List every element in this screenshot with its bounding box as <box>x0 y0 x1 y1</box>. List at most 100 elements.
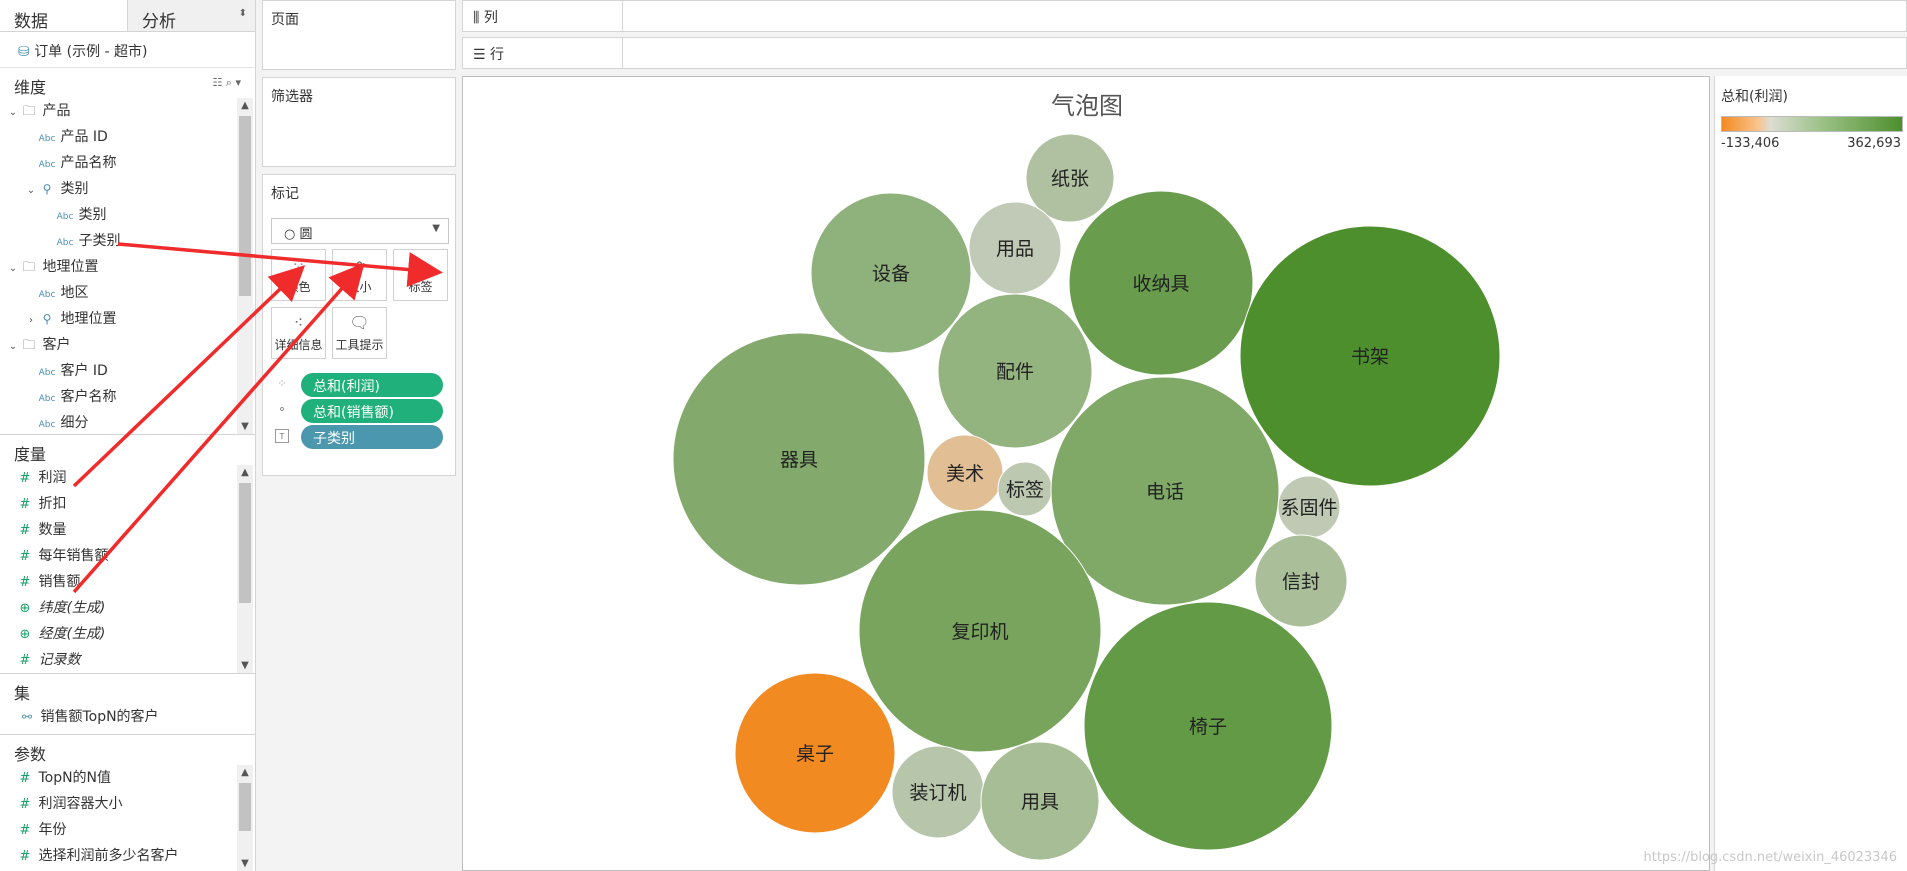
chevron-down-icon[interactable]: ⌄ <box>8 341 18 352</box>
chart-view[interactable]: 气泡图 纸张 用品 设备 收纳具 书架 配件 器具 美术 标签 电话 系固件 信封 复印机 椅子 桌子 装订机… <box>462 76 1710 871</box>
bubble[interactable]: 复印机 <box>858 509 1102 753</box>
scroll-thumb[interactable] <box>239 116 251 296</box>
bubble[interactable]: 配件 <box>937 293 1093 449</box>
dimension-item[interactable]: › ⚲ 地理位置 <box>0 306 255 332</box>
bubble-circle[interactable] <box>937 293 1093 449</box>
chevron-down-icon[interactable]: ⌄ <box>8 263 18 274</box>
tab-data[interactable]: 数据 <box>0 0 127 32</box>
tooltip-button[interactable]: 🗨 工具提示 <box>332 307 387 359</box>
chevron-right-icon[interactable]: › <box>29 315 33 326</box>
dimension-item[interactable]: Abc 细分 <box>0 410 255 434</box>
bubble-circle[interactable] <box>1083 601 1333 851</box>
bubble[interactable]: 标签 <box>997 461 1053 517</box>
measure-item[interactable]: # 销售额 <box>0 569 255 595</box>
filters-title: 筛选器 <box>271 89 313 105</box>
number-icon: # <box>19 523 31 538</box>
pill-sum-profit[interactable]: 总和(利润) <box>301 373 443 397</box>
dimensions-header: 维度 ☷ ⌕ ▾ <box>0 68 255 98</box>
bubble[interactable]: 设备 <box>810 192 972 354</box>
scroll-up-icon[interactable]: ▲ <box>241 100 249 111</box>
bubble-circle[interactable] <box>1050 376 1280 606</box>
bubble[interactable]: 用具 <box>980 741 1100 861</box>
scroll-up-icon[interactable]: ▲ <box>241 467 249 478</box>
columns-shelf[interactable]: ⫼ 列 <box>462 0 1907 32</box>
scroll-down-icon[interactable]: ▼ <box>241 421 249 432</box>
pages-shelf[interactable]: 页面 <box>262 0 456 70</box>
tab-analysis[interactable]: 分析 ⬍ <box>127 0 255 32</box>
bubble[interactable]: 椅子 <box>1083 601 1333 851</box>
bubble[interactable]: 用品 <box>968 201 1062 295</box>
bubble[interactable]: 系固件 <box>1277 475 1341 539</box>
dimension-item[interactable]: Abc 客户 ID <box>0 358 255 384</box>
globe-icon: ⊕ <box>19 627 31 642</box>
dimension-item[interactable]: Abc 客户名称 <box>0 384 255 410</box>
bubble[interactable]: 装订机 <box>891 745 985 839</box>
measures-header: 度量 <box>0 435 255 465</box>
dimension-item[interactable]: ⌄ ⚲ 类别 <box>0 176 255 202</box>
parameters-scrollbar[interactable]: ▲ ▼ <box>237 765 253 871</box>
parameters-title: 参数 <box>14 745 47 764</box>
measure-item[interactable]: ⊕ 纬度(生成) <box>0 595 255 621</box>
parameter-item[interactable]: # TopN的N值 <box>0 765 255 791</box>
detail-button[interactable]: ⁖ 详细信息 <box>271 307 326 359</box>
bubble-circle[interactable] <box>1254 534 1348 628</box>
label-button[interactable]: ▭ 标签 <box>393 249 448 301</box>
scroll-down-icon[interactable]: ▼ <box>241 858 249 869</box>
size-button[interactable]: ⚬ 大小 <box>332 249 387 301</box>
bubble-circle[interactable] <box>672 332 926 586</box>
measure-item[interactable]: # 折扣 <box>0 491 255 517</box>
parameter-item[interactable]: # 选择利润前多少名客户 <box>0 843 255 869</box>
dimension-item[interactable]: ⌄ 🗀 客户 <box>0 332 255 358</box>
pill-sum-sales[interactable]: 总和(销售额) <box>301 399 443 423</box>
bubble[interactable]: 书架 <box>1239 225 1501 487</box>
bubble[interactable]: 信封 <box>1254 534 1348 628</box>
measure-item[interactable]: # 利润 <box>0 465 255 491</box>
bubble[interactable]: 收纳具 <box>1068 190 1254 376</box>
bubble[interactable]: 电话 <box>1050 376 1280 606</box>
chevron-down-icon[interactable]: ⌄ <box>26 185 36 196</box>
bubble-label: 设备 <box>872 263 910 285</box>
view-toggle-icon[interactable]: ☷ ⌕ ▾ <box>212 76 241 89</box>
color-legend[interactable]: 总和(利润) -133,406 362,693 <box>1714 76 1907 871</box>
bubble-circle[interactable] <box>1025 133 1115 223</box>
measure-item[interactable]: ⊕ 经度(生成) <box>0 621 255 647</box>
measure-item[interactable]: # 数量 <box>0 517 255 543</box>
dimension-item[interactable]: Abc 子类别 <box>0 228 255 254</box>
measure-label: 每年销售额 <box>38 548 109 564</box>
pill-subcategory[interactable]: 子类别 <box>301 425 443 449</box>
dimension-item[interactable]: Abc 地区 <box>0 280 255 306</box>
bubble[interactable]: 桌子 <box>734 672 896 834</box>
dimensions-scrollbar[interactable]: ▲ ▼ <box>237 98 253 434</box>
parameter-item[interactable]: # 利润容器大小 <box>0 791 255 817</box>
measure-item[interactable]: # 记录数 <box>0 647 255 673</box>
scroll-thumb[interactable] <box>239 483 251 603</box>
dimension-item[interactable]: ⌄ 🗀 地理位置 <box>0 254 255 280</box>
dimension-item[interactable]: Abc 产品名称 <box>0 150 255 176</box>
datasource[interactable]: ⛁ 订单 (示例 - 超市) <box>0 32 255 68</box>
list-item[interactable]: ⚯ 销售额TopN的客户 <box>0 704 255 730</box>
bubble[interactable]: 纸张 <box>1025 133 1115 223</box>
dimension-item[interactable]: Abc 产品 ID <box>0 124 255 150</box>
parameter-item[interactable]: # 年份 <box>0 817 255 843</box>
bubble[interactable]: 美术 <box>926 434 1004 512</box>
color-button[interactable]: ⁘ 颜色 <box>271 249 326 301</box>
bubble-circle[interactable] <box>980 741 1100 861</box>
bubble-circle[interactable] <box>734 672 896 834</box>
dimension-item[interactable]: ⌄ 🗀 产品 <box>0 98 255 124</box>
bubble-circle[interactable] <box>858 509 1102 753</box>
scroll-down-icon[interactable]: ▼ <box>241 660 249 671</box>
bubble-circle[interactable] <box>1239 225 1501 487</box>
scroll-thumb[interactable] <box>239 783 251 831</box>
filters-shelf[interactable]: 筛选器 <box>262 77 456 167</box>
rows-shelf[interactable]: ☰ 行 <box>462 37 1907 69</box>
bubble[interactable]: 器具 <box>672 332 926 586</box>
measure-item[interactable]: # 每年销售额 <box>0 543 255 569</box>
mark-type-dropdown[interactable]: ○ 圆 ▼ <box>271 218 449 244</box>
measures-scrollbar[interactable]: ▲ ▼ <box>237 465 253 673</box>
chevron-down-icon[interactable]: ⌄ <box>8 107 18 118</box>
scroll-up-icon[interactable]: ▲ <box>241 767 249 778</box>
bubble-circle[interactable] <box>810 192 972 354</box>
bubble-circle[interactable] <box>1068 190 1254 376</box>
dimension-item[interactable]: Abc 类别 <box>0 202 255 228</box>
